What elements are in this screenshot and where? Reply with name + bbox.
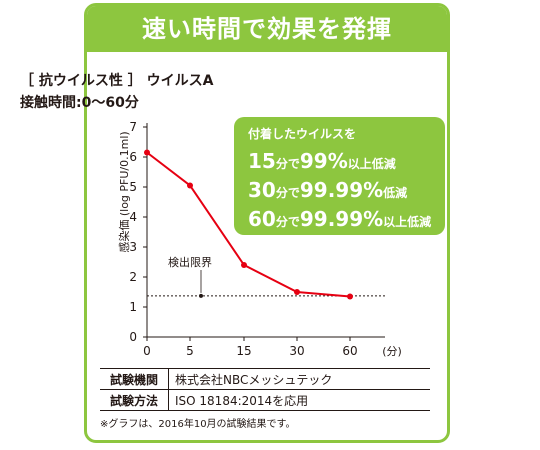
callout-suffix: 以上低減 bbox=[383, 215, 432, 229]
y-tick-label: 6 bbox=[129, 150, 137, 164]
data-point bbox=[347, 293, 353, 300]
callout-suffix: 低減 bbox=[383, 186, 408, 200]
table-key: 試験機関 bbox=[100, 368, 169, 390]
y-tick-label: 7 bbox=[129, 120, 137, 134]
callout-line-15: 15分で99%以上低減 bbox=[248, 148, 445, 177]
y-tick-label: 2 bbox=[129, 270, 137, 284]
callout-line-60: 60分で99.99%以上低減 bbox=[248, 206, 445, 235]
footnote: ※グラフは、2016年10月の試験結果です。 bbox=[100, 419, 296, 430]
callout-heading: 付着したウイルスを bbox=[248, 127, 357, 141]
result-callout: 付着したウイルスを 15分で99%以上低減 30分で99.99%低減 60分で9… bbox=[234, 117, 445, 235]
table-value: ISO 18184:2014を応用 bbox=[168, 389, 430, 411]
x-tick-label: 60 bbox=[342, 344, 357, 358]
test-info-table: 試験機関 株式会社NBCメッシュテック 試験方法 ISO 18184:2014を… bbox=[100, 368, 430, 411]
table-row: 試験方法 ISO 18184:2014を応用 bbox=[100, 389, 430, 411]
data-point bbox=[144, 149, 150, 156]
x-tick-label: 5 bbox=[186, 344, 194, 358]
y-tick-label: 5 bbox=[129, 180, 137, 194]
y-axis-label: 感染価 (log PFU/0.1ml) bbox=[117, 131, 131, 252]
callout-time: 15 bbox=[248, 149, 276, 173]
x-tick-label: 0 bbox=[143, 344, 151, 358]
callout-unit: 分で bbox=[275, 186, 300, 200]
y-tick-label: 3 bbox=[129, 240, 137, 254]
callout-time: 60 bbox=[248, 207, 276, 231]
chart-subtitle: ［ 抗ウイルス性 ］ ウイルスA bbox=[20, 73, 214, 89]
callout-percent: 99.99% bbox=[299, 178, 384, 202]
x-tick-label: 15 bbox=[236, 344, 251, 358]
table-key: 試験方法 bbox=[100, 389, 169, 411]
contact-time-label: 接触時間:0〜60分 bbox=[20, 95, 139, 111]
callout-percent: 99% bbox=[299, 149, 348, 173]
callout-percent: 99.99% bbox=[299, 207, 384, 231]
callout-unit: 分で bbox=[275, 157, 300, 171]
x-tick-label: 30 bbox=[289, 344, 304, 358]
y-tick-label: 0 bbox=[129, 330, 137, 344]
detection-limit-label: 検出限界 bbox=[168, 255, 212, 269]
callout-unit: 分で bbox=[275, 215, 300, 229]
callout-suffix: 以上低減 bbox=[347, 157, 396, 171]
page-title: 速い時間で効果を発揮 bbox=[87, 6, 447, 52]
table-value: 株式会社NBCメッシュテック bbox=[168, 368, 430, 390]
y-tick-label: 4 bbox=[129, 210, 137, 224]
callout-line-30: 30分で99.99%低減 bbox=[248, 177, 445, 206]
data-point bbox=[187, 182, 193, 189]
data-point bbox=[294, 289, 300, 295]
table-row: 試験機関 株式会社NBCメッシュテック bbox=[100, 368, 430, 390]
y-tick-label: 1 bbox=[129, 300, 137, 314]
callout-time: 30 bbox=[248, 178, 276, 202]
x-axis-unit: (分) bbox=[382, 345, 402, 358]
detection-limit-marker bbox=[199, 293, 203, 298]
data-point bbox=[241, 262, 247, 268]
